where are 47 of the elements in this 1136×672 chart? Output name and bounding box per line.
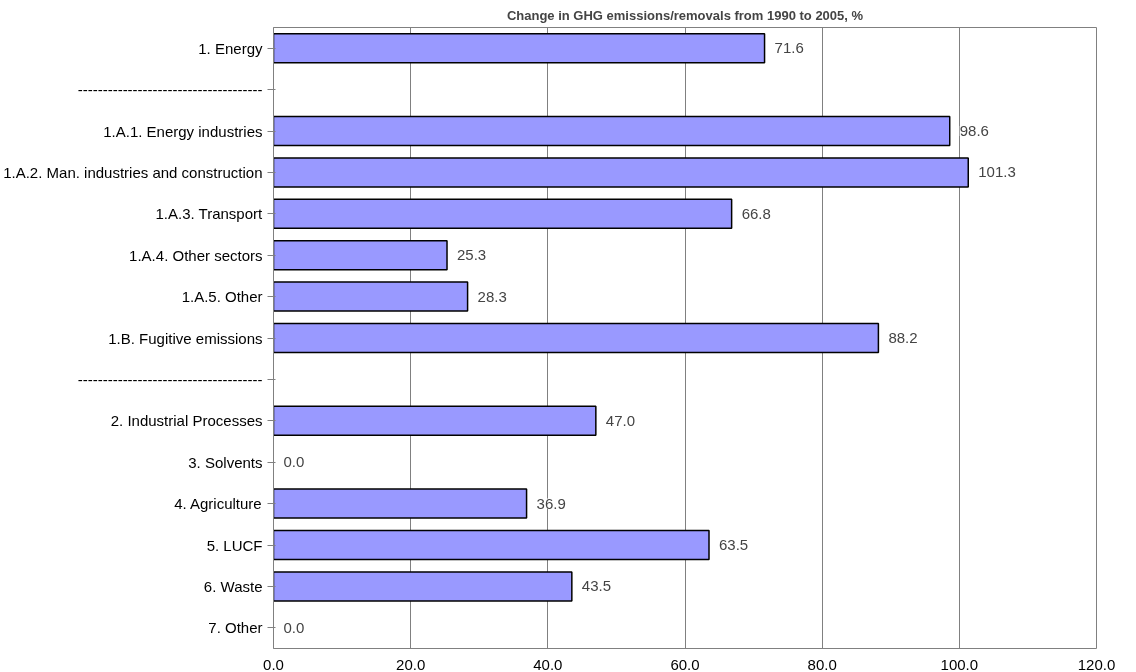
data-label: 0.0	[283, 618, 305, 636]
bar	[273, 157, 969, 188]
data-label: 47.0	[605, 411, 636, 429]
bar	[273, 115, 951, 147]
y-tick-label: 1.A.4. Other sectors	[129, 246, 263, 264]
y-tick-label: 4. Agriculture	[174, 495, 262, 513]
data-label: 88.2	[888, 329, 918, 346]
y-tick-label: -------------------------------------	[77, 370, 263, 388]
data-label: 0.0	[283, 453, 305, 471]
y-tick-label: 5. LUCF	[206, 536, 263, 554]
bar	[273, 322, 880, 354]
x-tick-label: 120.0	[1077, 655, 1116, 672]
data-label: 43.5	[581, 577, 612, 595]
y-tick-label: 1.A.1. Energy industries	[103, 122, 263, 140]
bar	[273, 32, 766, 64]
y-tick-label: 1.A.5. Other	[181, 288, 263, 306]
x-tick-label: 80.0	[807, 655, 837, 672]
data-label: 98.6	[959, 122, 989, 139]
y-tick-label: 7. Other	[208, 619, 263, 637]
y-tick-label: 1.A.3. Transport	[155, 205, 264, 223]
x-tick-label: 60.0	[670, 655, 700, 672]
bar	[273, 281, 469, 312]
data-label: 63.5	[719, 536, 749, 553]
data-label: 28.3	[477, 287, 507, 305]
y-tick-label: -------------------------------------	[77, 81, 263, 99]
x-tick-label: 100.0	[940, 655, 979, 672]
bar	[273, 239, 448, 271]
chart-title: Change in GHG emissions/removals from 1990 to 2005, %	[506, 7, 864, 23]
data-label: 71.6	[774, 39, 804, 57]
x-tick-label: 0.0	[263, 655, 284, 672]
bar	[273, 529, 710, 561]
x-tick-label: 20.0	[396, 655, 426, 672]
y-tick-label: 1.B. Fugitive emissions	[108, 329, 263, 347]
bar	[273, 198, 733, 230]
y-tick-label: 3. Solvents	[188, 453, 263, 471]
data-label: 25.3	[457, 246, 487, 264]
y-tick-label: 1. Energy	[198, 39, 263, 57]
bar	[273, 405, 597, 437]
bar	[273, 571, 573, 602]
y-tick-label: 6. Waste	[203, 577, 263, 595]
x-tick-label: 40.0	[533, 655, 563, 672]
data-label: 101.3	[978, 163, 1016, 181]
data-label: 36.9	[536, 494, 566, 512]
data-label: 66.8	[741, 204, 771, 222]
y-tick-label: 1.A.2. Man. industries and construction	[3, 163, 263, 181]
y-tick-label: 2. Industrial Processes	[110, 412, 263, 430]
bar	[273, 488, 528, 519]
